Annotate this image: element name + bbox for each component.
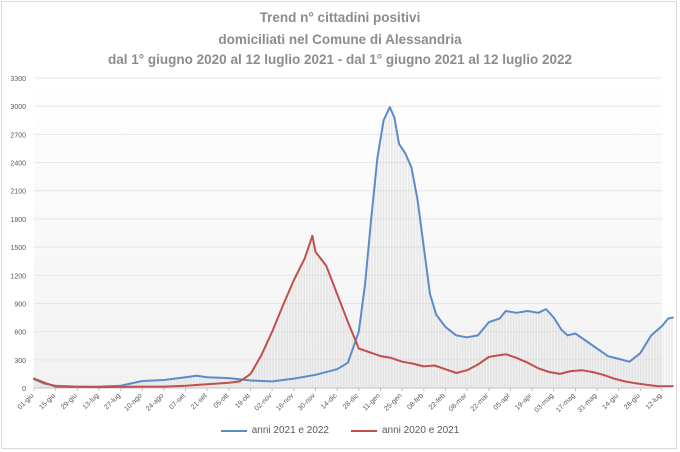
chart-title-line-3: dal 1° giugno 2020 al 12 luglio 2021 - d… <box>108 52 572 67</box>
x-tick-label: 13-lug <box>82 392 101 411</box>
x-tick-label: 27-lug <box>103 392 122 411</box>
x-tick-label: 22-mar <box>470 392 491 413</box>
y-tick-label: 600 <box>14 330 26 337</box>
x-tick-label: 02-nov <box>254 392 274 412</box>
legend-swatch-blue <box>220 429 247 432</box>
series-line-1 <box>33 234 674 389</box>
x-tick-label: 31-mag <box>577 392 599 414</box>
y-tick-label: 1500 <box>10 245 26 252</box>
x-tick-label: 05-ott <box>213 392 231 410</box>
legend-label: anni 2021 e 2022 <box>251 425 329 436</box>
chart-legend: anni 2021 e 2022 anni 2020 e 2021 <box>0 425 680 436</box>
x-tick-label: 08-mar <box>448 392 469 413</box>
y-tick-label: 3300 <box>10 76 26 83</box>
x-tick-label: 24-ago <box>145 392 165 412</box>
x-tick-label: 22-feb <box>428 392 447 411</box>
y-tick-label: 1800 <box>10 217 26 224</box>
y-tick-label: 900 <box>14 301 26 308</box>
x-tick-label: 15-giu <box>38 392 57 411</box>
y-tick-label: 2100 <box>10 189 26 196</box>
x-tick-label: 05-apr <box>493 392 513 412</box>
x-tick-label: 14-giu <box>601 392 620 411</box>
x-tick-label: 25-gen <box>383 392 403 412</box>
x-tick-label: 12-lug <box>645 392 664 411</box>
x-tick-label: 10-ago <box>123 392 143 412</box>
legend-item-2020-2021: anni 2020 e 2021 <box>351 425 459 436</box>
x-tick-label: 21-set <box>190 392 209 411</box>
x-tick-label: 08-feb <box>406 392 425 411</box>
chart-title-line-2: domiciliati nel Comune di Alessandria <box>218 32 462 47</box>
y-tick-label: 2700 <box>10 132 26 139</box>
x-tick-label: 30-nov <box>297 392 317 412</box>
y-tick-label: 1200 <box>10 273 26 280</box>
x-tick-label: 07-set <box>168 392 187 411</box>
legend-swatch-red <box>351 429 377 432</box>
chart-title-line-1: Trend n° cittadini positivi <box>259 10 421 25</box>
y-tick-label: 3000 <box>10 104 26 111</box>
x-tick-label: 01-giu <box>17 392 36 411</box>
x-tick-label: 11-gen <box>362 392 382 412</box>
legend-label: anni 2020 e 2021 <box>382 425 460 436</box>
x-tick-label: 17-mag <box>555 392 577 414</box>
x-tick-label: 28-giu <box>623 392 642 411</box>
x-tick-label: 28-dic <box>342 392 361 411</box>
x-tick-label: 14-dic <box>320 392 339 411</box>
x-tick-label: 16-nov <box>275 392 295 412</box>
y-tick-label: 300 <box>14 358 26 365</box>
x-tick-label: 03-mag <box>533 392 555 414</box>
y-tick-label: 0 <box>22 386 26 393</box>
x-tick-label: 29-giu <box>60 392 79 411</box>
legend-item-2021-2022: anni 2021 e 2022 <box>220 425 329 436</box>
x-tick-label: 19-apr <box>514 392 534 412</box>
series-line-0 <box>33 106 674 388</box>
x-tick-label: 19-ott <box>234 392 252 410</box>
y-tick-label: 2400 <box>10 161 26 168</box>
